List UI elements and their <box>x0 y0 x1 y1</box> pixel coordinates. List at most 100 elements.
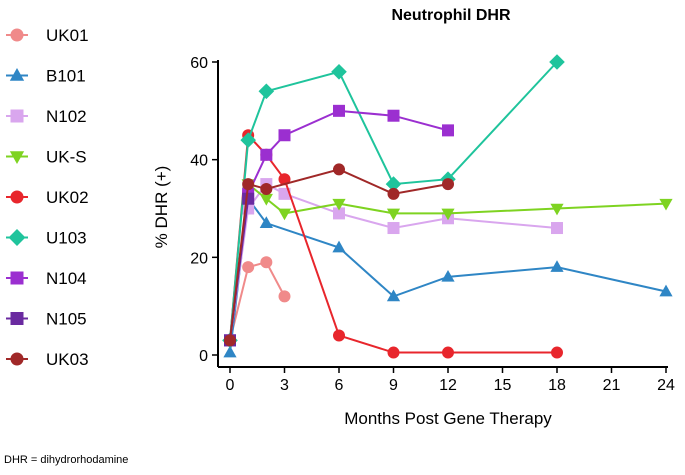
legend-label: UK01 <box>46 26 89 45</box>
series-line-n102 <box>229 182 558 341</box>
data-point-uk-s <box>277 208 292 221</box>
y-tick-label: 0 <box>199 348 208 365</box>
data-point-uk01 <box>242 261 255 274</box>
data-point-uk02 <box>387 346 400 359</box>
legend-marker <box>10 28 24 42</box>
data-point-b101 <box>386 289 401 302</box>
data-point-n104 <box>442 124 454 137</box>
legend-marker <box>10 312 24 325</box>
x-tick-label: 3 <box>280 377 289 394</box>
series-u103 <box>222 54 565 349</box>
data-point-n102 <box>278 187 291 200</box>
legend-marker <box>10 271 24 285</box>
data-point-uk01 <box>278 290 291 303</box>
x-tick-label: 0 <box>226 377 235 394</box>
legend-item-uk-s: UK-S <box>6 148 87 167</box>
data-point-uk03 <box>224 334 236 347</box>
x-axis-label: Months Post Gene Therapy <box>344 409 552 428</box>
data-point-uk03 <box>442 178 454 191</box>
x-tick-label: 9 <box>389 377 398 394</box>
series-uk-s <box>241 179 673 221</box>
legend-label: UK-S <box>46 148 87 167</box>
data-point-n104 <box>387 109 400 122</box>
legend-item-u103: U103 <box>6 229 87 248</box>
data-point-b101 <box>259 216 273 228</box>
series-n104 <box>224 104 454 347</box>
data-point-uk03 <box>333 163 345 176</box>
data-point-uk02 <box>333 329 345 342</box>
footnote: DHR = dihydrorhodamine <box>4 454 129 466</box>
data-point-uk03 <box>387 187 400 200</box>
legend-label: N105 <box>46 310 87 329</box>
legend-item-uk03: UK03 <box>6 350 89 369</box>
legend-marker <box>9 151 25 164</box>
series-line-uk02 <box>229 132 557 354</box>
data-point-u103 <box>240 132 256 148</box>
legend-item-uk02: UK02 <box>6 188 89 207</box>
data-point-uk-s <box>441 208 455 221</box>
y-tick-label: 60 <box>190 55 208 72</box>
series-uk02 <box>224 129 563 359</box>
legend-label: N102 <box>46 107 87 126</box>
data-point-b101 <box>441 269 455 282</box>
legend-item-n105: N105 <box>6 310 87 329</box>
y-tick-label: 20 <box>190 250 208 267</box>
data-point-n104 <box>260 148 273 161</box>
data-point-u103 <box>258 83 275 100</box>
legend-label: UK02 <box>46 188 89 207</box>
data-point-u103 <box>549 54 565 70</box>
data-point-uk-s <box>332 198 346 211</box>
data-point-n102 <box>551 222 563 235</box>
legend-item-uk01: UK01 <box>6 26 89 45</box>
data-point-uk01 <box>260 256 273 269</box>
data-point-n104 <box>333 104 345 117</box>
legend-label: UK03 <box>46 350 89 369</box>
x-tick-label: 24 <box>657 377 675 394</box>
chart-title: Neutrophil DHR <box>391 7 511 24</box>
x-tick-label: 6 <box>335 377 344 394</box>
legend-marker <box>10 109 24 123</box>
series-uk03 <box>224 163 454 347</box>
plot-area: 0 3 6 9 12 15 18 21 24 0 20 40 60 <box>190 54 675 394</box>
legend: UK01 B101 N102 UK-S UK02 U103 N104 N105 UK03 <box>6 26 89 369</box>
data-point-uk02 <box>442 346 454 359</box>
data-point-uk-s <box>550 203 564 216</box>
data-point-uk03 <box>260 182 273 195</box>
data-point-b101 <box>550 260 564 272</box>
y-tick-label: 40 <box>190 153 208 170</box>
data-point-n102 <box>333 207 345 220</box>
data-point-b101 <box>223 345 237 358</box>
data-point-n104 <box>278 129 291 142</box>
legend-label: U103 <box>46 229 87 248</box>
data-point-u103 <box>385 176 402 192</box>
data-point-uk02 <box>551 346 563 359</box>
x-tick-label: 15 <box>494 377 512 394</box>
legend-item-n102: N102 <box>6 107 87 126</box>
legend-marker <box>10 190 24 204</box>
data-point-b101 <box>659 284 673 297</box>
legend-item-b101: B101 <box>6 67 86 86</box>
legend-marker <box>10 352 24 366</box>
x-tick-label: 18 <box>548 377 566 394</box>
legend-label: N104 <box>46 269 87 288</box>
legend-marker <box>9 68 25 81</box>
data-point-uk-s <box>259 193 273 206</box>
data-point-uk-s <box>386 208 401 221</box>
data-point-n102 <box>387 222 400 235</box>
data-point-u103 <box>331 63 347 80</box>
series-n102 <box>224 178 563 347</box>
legend-marker <box>8 229 26 246</box>
data-point-uk-s <box>659 198 673 211</box>
data-point-uk02 <box>278 173 291 186</box>
series-line-uk03 <box>229 168 449 341</box>
legend-label: B101 <box>46 67 86 86</box>
series-line-uk-s <box>247 183 667 215</box>
x-tick-label: 12 <box>439 377 457 394</box>
legend-item-n104: N104 <box>6 269 87 288</box>
data-point-uk03 <box>242 178 255 191</box>
series-line-uk01 <box>229 261 286 341</box>
x-tick-label: 21 <box>603 377 621 394</box>
data-point-n105 <box>242 192 255 205</box>
data-point-b101 <box>332 240 346 253</box>
